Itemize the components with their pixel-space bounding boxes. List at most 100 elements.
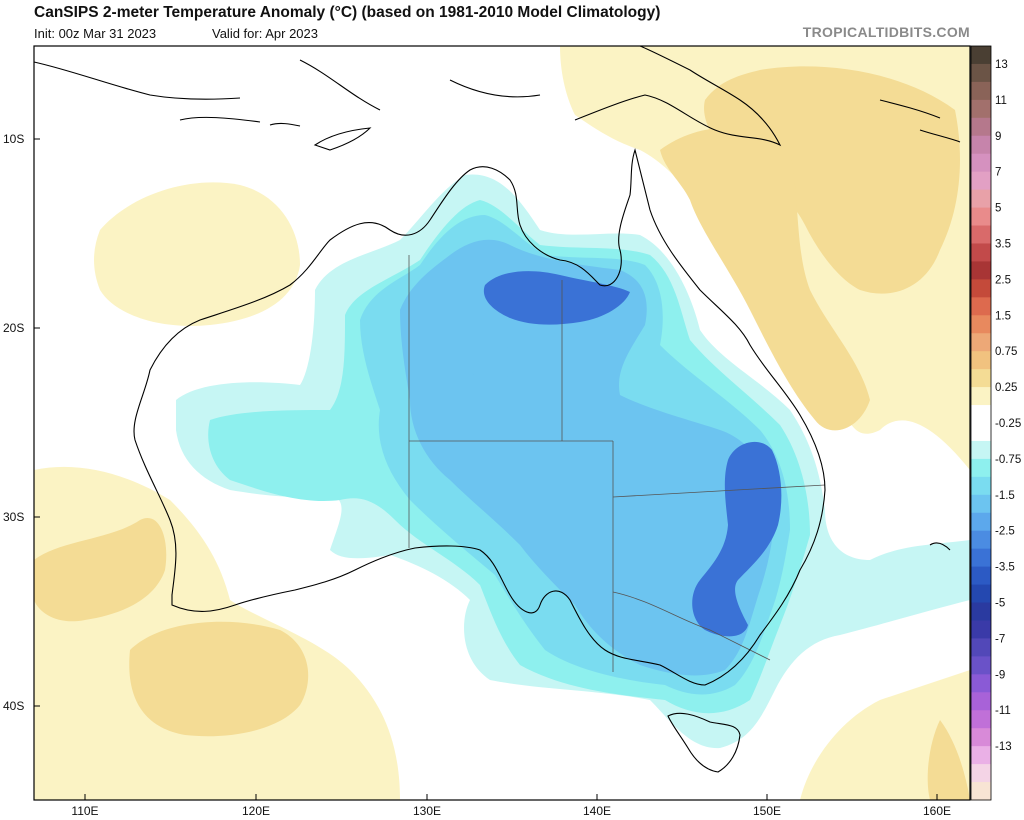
colorbar-label: -13: [995, 741, 1012, 753]
colorbar-swatch: [971, 333, 991, 352]
solomon-coastline: [879, 99, 961, 143]
colorbar-swatch: [971, 440, 991, 460]
colorbar: [970, 45, 992, 801]
longitude-labels: 110E 120E 130E 140E 150E 160E: [71, 804, 951, 818]
colorbar-swatch: [971, 81, 991, 101]
colorbar-swatch: [971, 297, 991, 316]
colorbar-label: -0.25: [995, 418, 1021, 430]
lat-label-20s: 20S: [3, 321, 24, 335]
colorbar-label: -2.5: [995, 526, 1015, 538]
colorbar-swatch: [971, 602, 991, 621]
warm-anomaly-southeast: [800, 670, 970, 800]
colorbar-label: 2.5: [995, 274, 1011, 286]
lon-label-130e: 130E: [413, 804, 441, 818]
colorbar-label: 9: [995, 131, 1001, 143]
init-time: Init: 00z Mar 31 2023: [34, 26, 157, 41]
colorbar-label: -1.5: [995, 490, 1015, 502]
colorbar-label: -9: [995, 669, 1005, 681]
colorbar-label: 7: [995, 167, 1001, 179]
warm-anomaly-southwest-core: [129, 621, 309, 737]
colorbar-swatch: [971, 171, 991, 191]
colorbar-swatch: [971, 674, 991, 693]
colorbar-label: 13: [995, 59, 1008, 71]
colorbar-swatch: [971, 207, 991, 227]
lat-label-10s: 10S: [3, 132, 24, 146]
colorbar-swatch: [971, 351, 991, 370]
colorbar-label: -3.5: [995, 562, 1015, 574]
colorbar-swatch: [971, 710, 991, 729]
colorbar-swatch: [971, 620, 991, 639]
colorbar-swatch: [971, 746, 991, 765]
colorbar-swatch: [971, 135, 991, 155]
colorbar-label: -11: [995, 705, 1011, 717]
anomaly-fields: [34, 46, 970, 800]
colorbar-swatch: [971, 99, 991, 119]
axis-ticks: [34, 138, 938, 800]
colorbar-swatch: [971, 584, 991, 604]
colorbar-swatch: [971, 494, 991, 514]
colorbar-swatch: [971, 638, 991, 657]
warm-anomaly-southeast-core: [927, 720, 970, 800]
colorbar-swatch: [971, 369, 991, 388]
australia-coastline: [133, 148, 826, 686]
colorbar-swatch: [971, 225, 991, 244]
colorbar-swatch: [971, 458, 991, 478]
lon-label-150e: 150E: [753, 804, 781, 818]
colorbar-label: 11: [995, 95, 1007, 107]
colorbar-swatch: [971, 387, 991, 406]
colorbar-swatch: [971, 153, 991, 173]
lon-label-140e: 140E: [583, 804, 611, 818]
indonesia-coastline: [33, 59, 541, 111]
colorbar-swatch: [971, 728, 991, 747]
colorbar-swatch: [971, 46, 991, 65]
colorbar-labels: 13 11 9 7 5 3.5 2.5 1.5 0.75 0.25 -0.25 -0.75 -1.5 -2…: [995, 59, 1021, 753]
tasmania-coastline: [667, 712, 741, 773]
lon-label-110e: 110E: [71, 804, 98, 818]
lat-label-30s: 30S: [3, 510, 24, 524]
warm-anomaly-northeast-core: [704, 66, 960, 294]
cool-anomaly-deep-north: [483, 271, 630, 325]
colorbar-swatch: [971, 117, 991, 137]
colorbar-swatch: [971, 530, 991, 550]
new-caledonia-coastline: [929, 542, 951, 551]
colorbar-label: 5: [995, 203, 1001, 215]
latitude-labels: 10S 20S 30S 40S: [3, 132, 24, 713]
cool-anomaly-blue-inner: [463, 339, 517, 380]
colorbar-label: 1.5: [995, 310, 1011, 322]
colorbar-swatch: [971, 405, 991, 424]
colorbar-swatch: [971, 279, 991, 298]
colorbar-label: -5: [995, 598, 1005, 610]
cool-anomaly-deep-southeast: [692, 441, 782, 637]
colorbar-label: 0.25: [995, 382, 1017, 394]
colorbar-swatch: [971, 243, 991, 262]
valid-time: Valid for: Apr 2023: [212, 26, 318, 41]
colorbar-swatch: [971, 476, 991, 496]
colorbar-swatch: [971, 782, 991, 801]
lon-label-160e: 160E: [923, 804, 951, 818]
lat-label-40s: 40S: [3, 699, 24, 713]
colorbar-swatch: [971, 548, 991, 568]
colorbar-label: 0.75: [995, 346, 1017, 358]
colorbar-label: -0.75: [995, 454, 1021, 466]
colorbar-swatch: [971, 423, 991, 442]
new-guinea-coastline: [574, 45, 782, 147]
warm-anomaly-southwest-core2: [34, 518, 167, 622]
map-title: CanSIPS 2-meter Temperature Anomaly (°C)…: [34, 4, 661, 21]
site-credit: TROPICALTIDBITS.COM: [802, 24, 970, 40]
colorbar-swatch: [971, 261, 991, 280]
colorbar-swatch: [971, 189, 991, 209]
colorbar-label: 3.5: [995, 238, 1011, 250]
colorbar-swatch: [971, 656, 991, 675]
colorbar-swatch: [971, 512, 991, 532]
colorbar-swatch: [971, 764, 991, 783]
colorbar-swatch: [971, 63, 991, 83]
colorbar-swatch: [971, 692, 991, 711]
coastlines: [33, 45, 961, 773]
colorbar-swatch: [971, 315, 991, 334]
colorbar-label: -7: [995, 633, 1005, 645]
timor-coastline: [313, 127, 372, 151]
lon-label-120e: 120E: [242, 804, 270, 818]
warm-anomaly-indian-north: [94, 182, 300, 326]
colorbar-swatch: [971, 566, 991, 586]
